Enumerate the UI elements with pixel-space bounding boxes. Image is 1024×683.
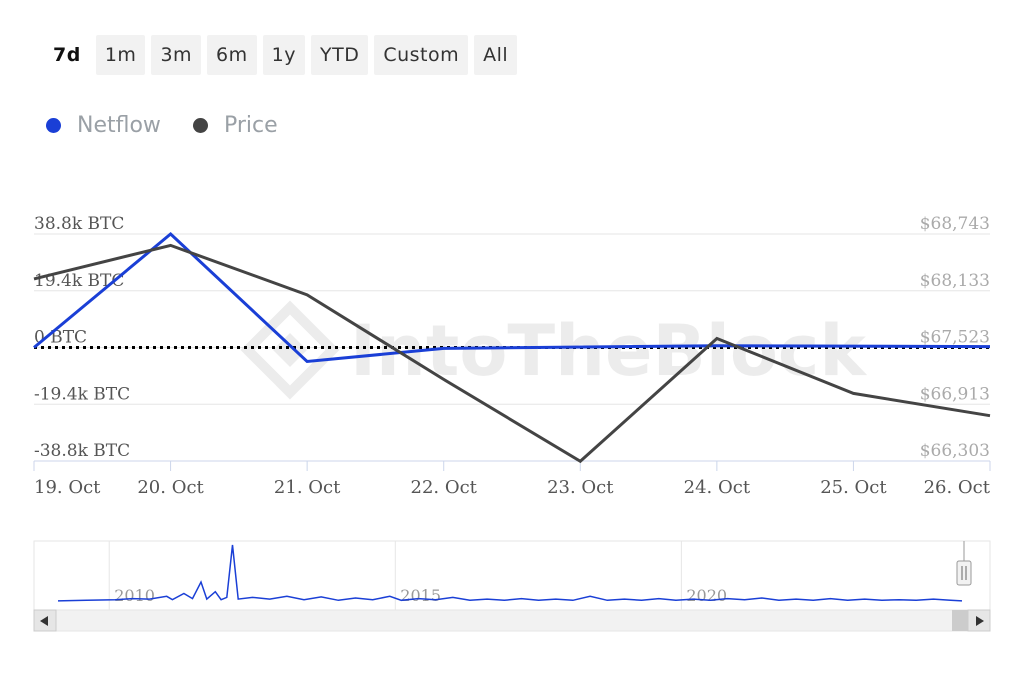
x-tick-label: 19. Oct	[34, 477, 101, 498]
range-button-1y[interactable]: 1y	[262, 35, 305, 75]
y-right-tick-label: $66,913	[920, 384, 990, 404]
chart-legend: Netflow Price	[46, 113, 278, 138]
x-tick-label: 21. Oct	[274, 477, 341, 498]
navigator-series-line	[57, 544, 963, 602]
watermark-logo-mark	[240, 300, 340, 400]
legend-item-price[interactable]: Price	[192, 113, 278, 138]
range-button-1m[interactable]: 1m	[95, 35, 146, 75]
range-button-custom[interactable]: Custom	[374, 35, 469, 75]
price-legend-dot	[192, 118, 208, 133]
y-right-tick-label: $68,743	[920, 214, 990, 234]
navigator-tick-label: 2020	[686, 586, 727, 605]
navigator-tick-label: 2010	[114, 586, 155, 605]
y-right-tick-label: $66,303	[920, 441, 990, 461]
range-button-ytd[interactable]: YTD	[311, 35, 369, 75]
netflow-legend-dot	[46, 118, 61, 133]
range-button-all[interactable]: All	[474, 35, 518, 75]
range-selector: 7d 1m 3m 6m 1y YTD Custom All	[44, 35, 518, 75]
arrow-left-icon	[40, 616, 48, 626]
x-tick-label: 22. Oct	[411, 477, 478, 498]
y-right-tick-label: $67,523	[920, 328, 990, 348]
range-button-6m[interactable]: 6m	[207, 35, 257, 75]
y-left-tick-label: 19.4k BTC	[34, 271, 124, 291]
x-tick-label: 20. Oct	[137, 477, 204, 498]
range-button-3m[interactable]: 3m	[151, 35, 202, 75]
navigator-handle[interactable]	[956, 560, 972, 586]
watermark-logo: IntoTheBlock	[240, 300, 867, 400]
x-tick-label: 26. Oct	[924, 477, 991, 498]
price-series-line	[33, 243, 991, 464]
range-button-7d[interactable]: 7d	[44, 35, 90, 75]
x-tick-label: 24. Oct	[684, 477, 751, 498]
arrow-right-icon	[976, 616, 984, 626]
legend-label-price: Price	[223, 113, 278, 138]
legend-label-netflow: Netflow	[77, 113, 161, 138]
y-left-tick-label: 38.8k BTC	[34, 214, 124, 234]
scrollbar-thumb[interactable]	[952, 610, 968, 631]
x-tick-label: 23. Oct	[547, 477, 614, 498]
netflow-series-line	[33, 232, 991, 364]
watermark-text: IntoTheBlock	[350, 310, 867, 392]
watermark-logo-core	[273, 333, 307, 367]
y-left-tick-label: -19.4k BTC	[34, 384, 130, 404]
y-right-tick-label: $68,133	[920, 271, 990, 291]
y-left-tick-label: 0 BTC	[34, 328, 87, 348]
y-left-tick-label: -38.8k BTC	[34, 441, 130, 461]
x-tick-label: 25. Oct	[820, 477, 887, 498]
scrollbar-track[interactable]	[33, 609, 991, 632]
navigator-tick-label: 2015	[400, 586, 441, 605]
legend-item-netflow[interactable]: Netflow	[46, 113, 161, 138]
